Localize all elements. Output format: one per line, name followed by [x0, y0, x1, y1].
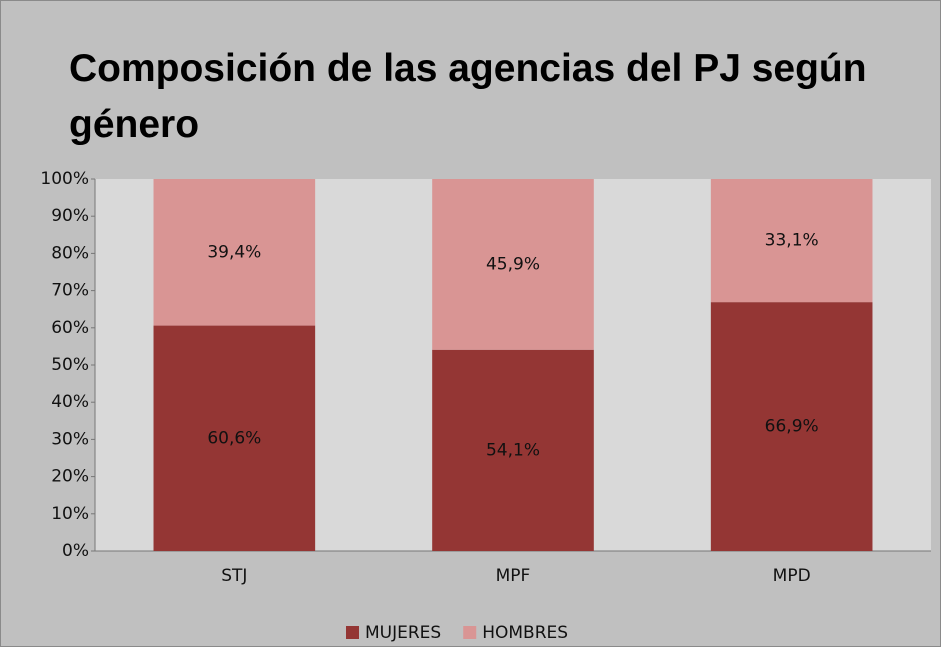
y-tick-label: 90% — [51, 206, 89, 226]
data-label: 45,9% — [486, 254, 540, 274]
legend-swatch — [463, 626, 477, 639]
x-tick-label: MPF — [496, 566, 531, 586]
bar-segment — [432, 179, 594, 350]
data-label: 60,6% — [207, 428, 261, 448]
x-tick-label: MPD — [773, 566, 811, 586]
bar-segment — [153, 179, 316, 326]
bar-segment — [153, 325, 316, 551]
data-label: 39,4% — [207, 242, 261, 262]
bar-segment — [710, 179, 873, 303]
y-tick-label: 70% — [51, 281, 89, 301]
data-label: 66,9% — [765, 417, 819, 437]
legend-label: HOMBRES — [482, 623, 568, 643]
chart-title: Composición de las agencias del PJ según… — [69, 47, 867, 146]
y-tick-label: 40% — [51, 392, 89, 412]
y-tick-label: 10% — [51, 504, 89, 524]
y-tick-label: 80% — [51, 243, 89, 263]
bar-segment — [432, 349, 594, 551]
y-tick-label: 20% — [51, 467, 89, 487]
y-tick-label: 60% — [51, 318, 89, 338]
y-tick-label: 30% — [51, 429, 89, 449]
bar-segment — [710, 302, 873, 551]
x-tick-label: STJ — [221, 566, 247, 586]
y-tick-label: 0% — [62, 541, 89, 561]
y-tick-label: 100% — [40, 169, 89, 189]
data-label: 54,1% — [486, 440, 540, 460]
legend-label: MUJERES — [365, 623, 441, 643]
legend-swatch — [346, 626, 359, 639]
data-label: 33,1% — [765, 231, 819, 251]
y-tick-label: 50% — [51, 355, 89, 375]
